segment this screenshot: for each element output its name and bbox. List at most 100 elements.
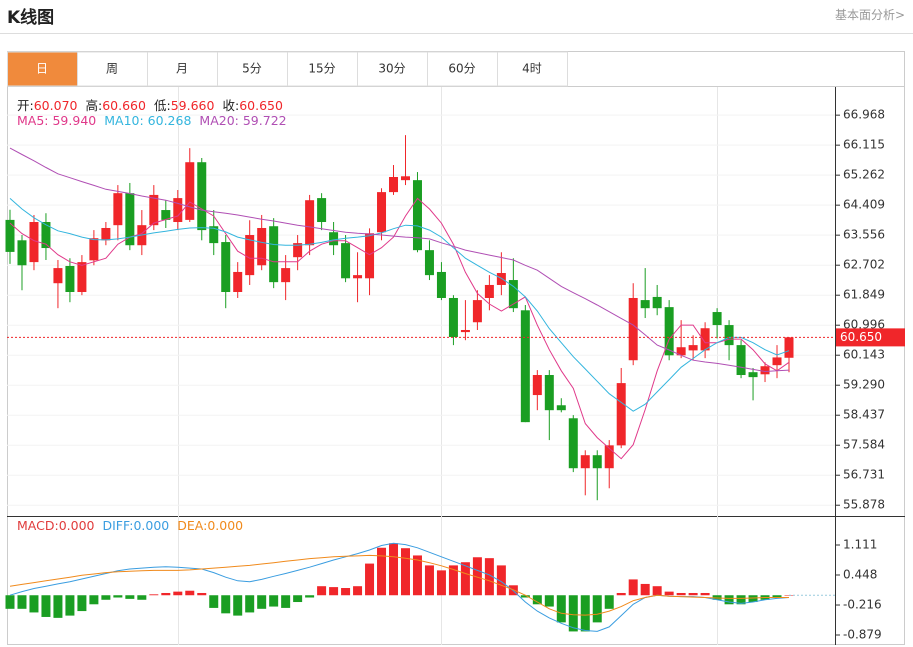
macd-bar (65, 595, 75, 616)
candle-body (17, 240, 27, 266)
candle-body (29, 222, 39, 263)
candle-body (305, 200, 315, 246)
macd-bar (676, 592, 686, 596)
y-tick-label: 58.437 (843, 408, 885, 422)
tab-label[interactable]: 周 (106, 62, 118, 76)
candle-body (209, 226, 219, 244)
ma-line (9, 147, 790, 373)
tab[interactable] (77, 51, 148, 87)
tab[interactable] (217, 51, 288, 87)
ohlc-name: 低 (154, 98, 171, 113)
candle-body (688, 345, 698, 351)
macd-bar (17, 595, 27, 609)
macd-bar (700, 592, 710, 596)
macd-line (9, 554, 789, 616)
macd-bar (317, 586, 327, 596)
macd-bar (400, 548, 410, 596)
tab[interactable] (357, 51, 428, 87)
macd-bar (101, 595, 111, 600)
macd-bar (329, 587, 339, 596)
tab-label[interactable]: 15分 (308, 62, 335, 76)
candle-body (544, 375, 554, 411)
macd-bar (125, 595, 135, 599)
macd-bar (353, 586, 363, 596)
macd-bar (472, 557, 482, 596)
candle-body (317, 198, 327, 223)
y-tick-label: 56.731 (843, 468, 885, 482)
ma-legend: MA559.940 MA1060.268 MA2059.722 (17, 113, 295, 128)
candle-body (604, 445, 614, 469)
candle-body (329, 232, 339, 246)
ohlc-name: 收 (222, 98, 239, 113)
candle-body (77, 262, 87, 293)
y-tick-label: -0.879 (843, 628, 882, 642)
legend-value: 0.000 (58, 518, 95, 533)
legend-name: MA5 (17, 113, 52, 128)
tab[interactable] (427, 51, 498, 87)
macd-bar (448, 565, 458, 596)
tab[interactable] (497, 51, 568, 87)
tab-label[interactable]: 60分 (448, 62, 475, 76)
legend-name: DEA (177, 518, 207, 533)
tab-label[interactable]: 月 (176, 62, 188, 76)
tab-label[interactable]: 日 (36, 62, 48, 76)
candle-body (389, 176, 399, 193)
macd-bar (412, 555, 422, 596)
macd-line (9, 542, 790, 632)
macd-bar (568, 595, 578, 632)
macd-bar (580, 595, 590, 632)
macd-bar (209, 595, 219, 608)
macd-bar (185, 590, 195, 596)
candle-body (400, 176, 410, 181)
y-tick-label: 60.143 (843, 348, 885, 362)
candle-body (640, 300, 650, 309)
legend-item: MA2059.722 (199, 113, 286, 128)
legend-item: MA559.940 (17, 113, 96, 128)
candle-body (41, 222, 51, 249)
candle-body (245, 235, 255, 276)
candle-body (616, 383, 626, 446)
macd-bar (772, 595, 782, 598)
macd-bar (293, 595, 303, 603)
y-tick-label: 55.878 (843, 498, 885, 512)
legend-item: MA1060.268 (104, 113, 191, 128)
candle-body (520, 310, 530, 423)
macd-bar (652, 586, 662, 596)
macd-bar (556, 595, 566, 623)
macd-bar (341, 588, 351, 596)
tab-label[interactable]: 30分 (378, 62, 405, 76)
candle-body (496, 273, 506, 285)
candle-body (221, 242, 231, 293)
tab-label[interactable]: 4时 (522, 62, 542, 76)
legend-value: 0.000 (133, 518, 170, 533)
tab[interactable] (287, 51, 358, 87)
ohlc-legend: 开60.070 高60.660 低59.660 收60.650 (17, 95, 291, 114)
candle-body (484, 284, 494, 298)
legend-name: DIFF (103, 518, 134, 533)
ohlc-item: 低59.660 (154, 98, 214, 113)
fundamental-link[interactable]: 基本面分析> (834, 8, 905, 22)
tab[interactable] (7, 51, 78, 87)
ohlc-item: 开60.070 (17, 98, 77, 113)
candle-body (233, 271, 243, 293)
candle-body (65, 265, 75, 293)
candle-body (161, 210, 171, 220)
ohlc-name: 高 (85, 98, 102, 113)
macd-bar (113, 595, 123, 598)
chart-frame (7, 51, 905, 645)
candle-body (700, 328, 710, 351)
tab[interactable] (147, 51, 218, 87)
ohlc-value: 59.660 (170, 98, 215, 113)
macd-bar (496, 565, 506, 596)
legend-item: MACD0.000 (17, 518, 95, 533)
macd-bar (41, 595, 51, 617)
candle-body (760, 366, 770, 375)
ohlc-item: 高60.660 (85, 98, 145, 113)
y-tick-label: 1.111 (843, 537, 877, 551)
macd-bar (221, 595, 231, 614)
macd-bar (460, 562, 470, 596)
candle-body (748, 372, 758, 378)
candle-body (281, 268, 291, 283)
tab-label[interactable]: 5分 (242, 62, 262, 76)
macd-bar (305, 595, 315, 598)
